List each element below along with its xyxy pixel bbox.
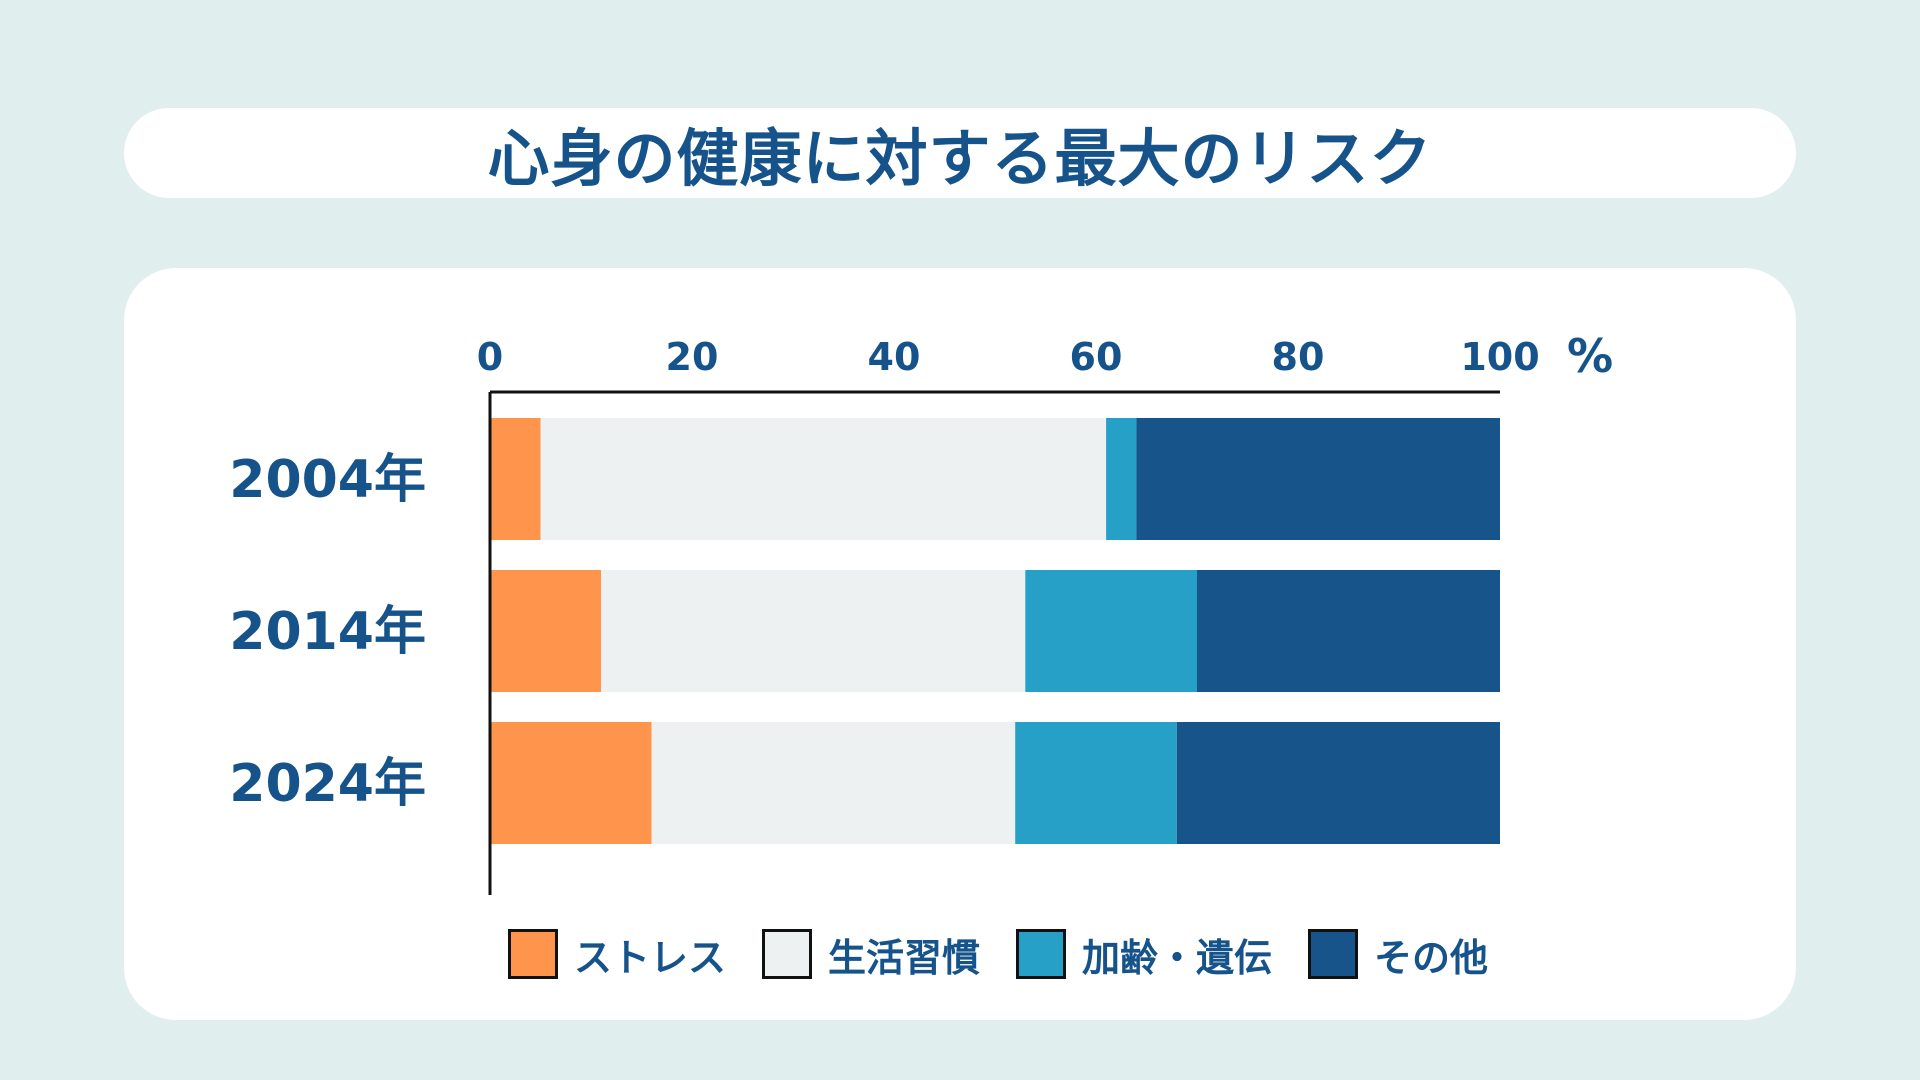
legend-label: 生活習慣 — [828, 935, 981, 980]
legend-label: ストレス — [574, 935, 727, 980]
x-tick-label-1: 20 — [666, 335, 719, 379]
legend-item-3: その他 — [1308, 927, 1488, 982]
legend-item-1: 生活習慣 — [762, 927, 980, 982]
bar-0-series-3 — [1136, 418, 1500, 540]
legend-item-2: 加齢・遺伝 — [1016, 927, 1272, 982]
bar-0-series-0 — [490, 418, 541, 540]
legend-label: その他 — [1374, 935, 1489, 980]
chart-title: 心身の健康に対する最大のリスク — [487, 122, 1433, 195]
bar-0-series-2 — [1106, 418, 1137, 540]
category-label-2: 2024年 — [229, 754, 426, 814]
legend-swatch — [508, 929, 558, 979]
bars-layer — [490, 418, 1500, 844]
bar-1-series-2 — [1025, 570, 1197, 692]
x-tick-label-4: 80 — [1272, 335, 1325, 379]
stacked-bar-chart: 2004年 2014年 2024年 0 20 40 60 80 100% — [229, 329, 1613, 895]
bar-2-series-2 — [1015, 722, 1177, 844]
x-tick-label-5: 100 — [1460, 335, 1539, 379]
category-label-0: 2004年 — [229, 450, 426, 510]
title-card: 心身の健康に対する最大のリスク — [124, 108, 1796, 198]
axis-layer: 2004年 2014年 2024年 0 20 40 60 80 100% — [229, 329, 1613, 895]
bar-1-series-0 — [490, 570, 602, 692]
x-tick-label-0: 0 — [477, 335, 503, 379]
bar-1-series-3 — [1197, 570, 1500, 692]
category-label-1: 2014年 — [229, 602, 426, 662]
bar-2-series-1 — [651, 722, 1016, 844]
legend-swatch — [762, 929, 813, 979]
legend-swatch — [1308, 929, 1359, 979]
chart-card: 2004年 2014年 2024年 0 20 40 60 80 100% — [124, 268, 1796, 1020]
x-axis-unit: % — [1567, 329, 1613, 383]
legend-item-0: ストレス — [508, 927, 726, 982]
legend-label: 加齢・遺伝 — [1082, 935, 1273, 980]
bar-2-series-3 — [1176, 722, 1500, 844]
x-tick-label-3: 60 — [1070, 335, 1123, 379]
legend-swatch — [1016, 929, 1067, 979]
bar-2-series-0 — [490, 722, 652, 844]
bar-0-series-1 — [540, 418, 1107, 540]
legend: ストレス 生活習慣 加齢・遺伝 その他 — [508, 926, 1524, 982]
bar-1-series-1 — [601, 570, 1026, 692]
x-tick-label-2: 40 — [868, 335, 921, 379]
